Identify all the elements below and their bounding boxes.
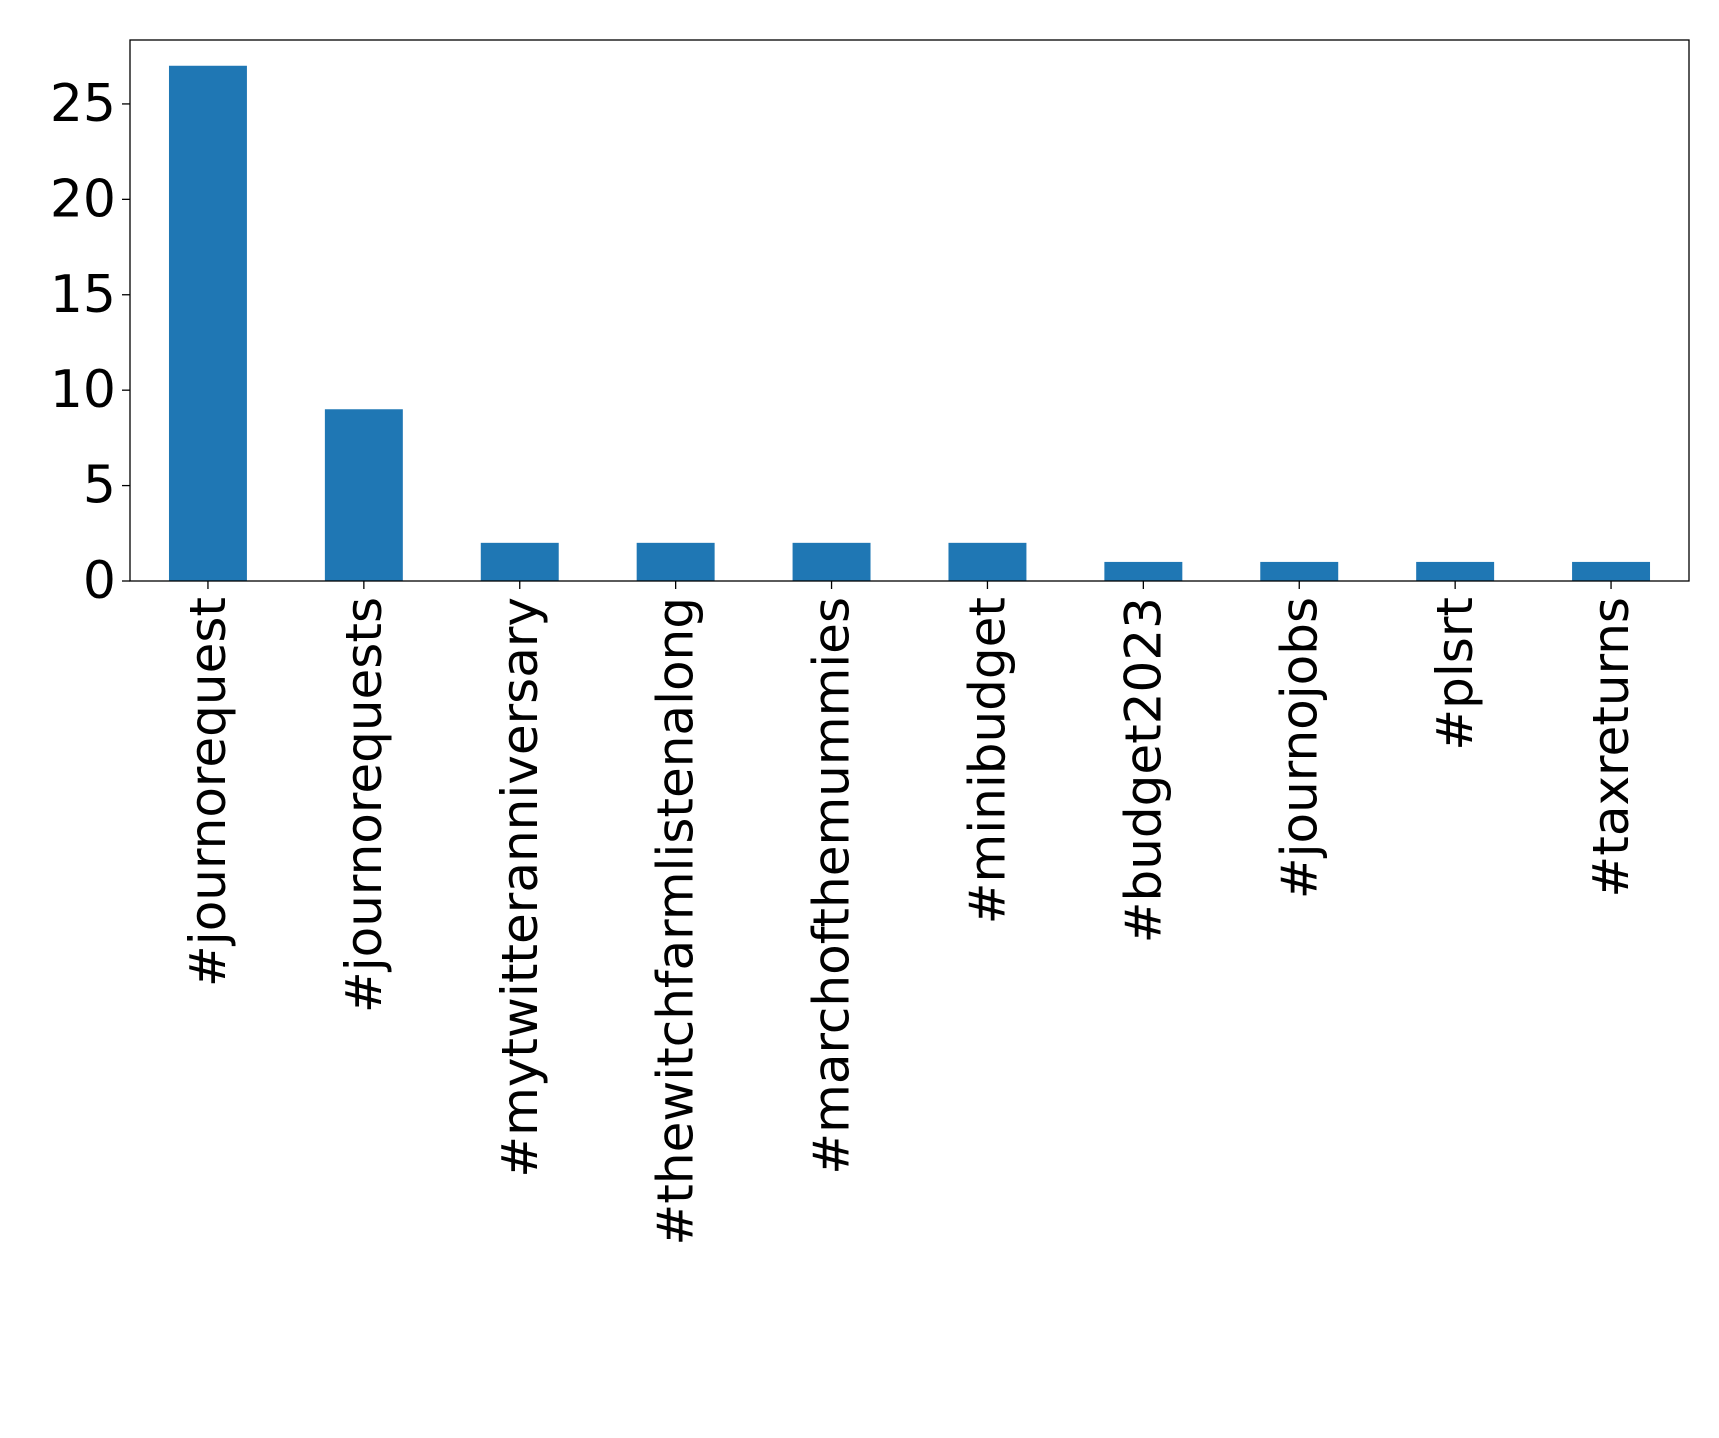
bar-thewitchfarmlistenalong	[636, 542, 715, 581]
x-tick-label: #budget2023	[1114, 597, 1172, 943]
bar-minibudget	[948, 542, 1027, 581]
bar-journorequest	[168, 65, 247, 581]
y-tick-label: 20	[50, 169, 116, 229]
y-tick-label: 0	[83, 551, 116, 611]
y-tick-label: 15	[50, 265, 116, 325]
x-tick-label: #thewitchfarmlistenalong	[647, 597, 705, 1246]
x-tick-label: #journojobs	[1270, 597, 1328, 899]
y-tick-label: 5	[83, 456, 116, 516]
x-tick-label: #minibudget	[958, 597, 1016, 924]
x-tick-label: #taxreturns	[1582, 597, 1640, 898]
x-tick-label: #journorequest	[179, 597, 237, 987]
bar-journorequests	[324, 409, 403, 581]
bar-plsrt	[1416, 561, 1495, 581]
y-axis: 0 5 10 15 20 25	[50, 74, 130, 611]
plot-frame	[129, 39, 1690, 582]
x-tick-label: #journorequests	[335, 597, 393, 1013]
bars-layer	[168, 65, 1651, 581]
bar-budget2023	[1104, 561, 1183, 581]
bar-marchofthemummies	[792, 542, 871, 581]
y-tick-label: 25	[50, 74, 116, 134]
bar-taxreturns	[1572, 561, 1651, 581]
bar-journojobs	[1260, 561, 1339, 581]
y-tick-label: 10	[50, 360, 116, 420]
x-tick-label: #plsrt	[1426, 597, 1484, 751]
x-axis: #journorequest #journorequests #mytwittera…	[179, 581, 1640, 1246]
bar-mytwitteranniversary	[480, 542, 559, 581]
x-tick-label: #mytwitteranniversary	[491, 597, 549, 1178]
x-tick-label: #marchofthemummies	[803, 597, 861, 1175]
